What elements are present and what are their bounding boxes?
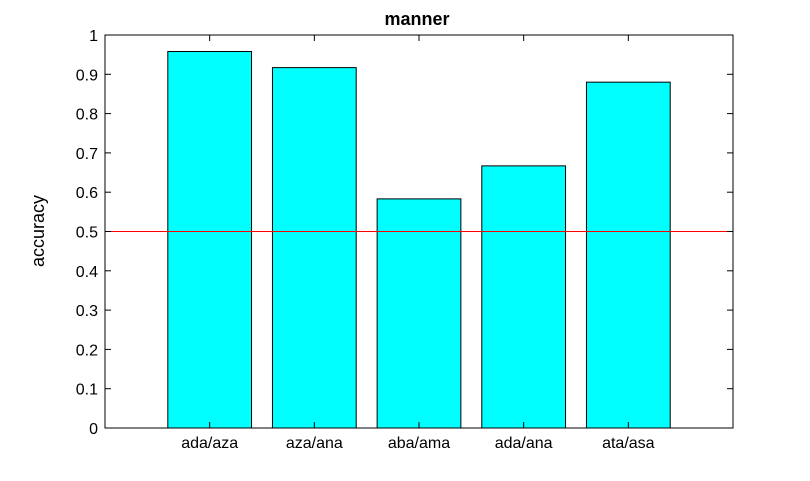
- y-axis-label: accuracy: [28, 195, 48, 267]
- bars-group: [167, 51, 671, 429]
- x-tick-label: aza/ana: [286, 435, 343, 452]
- bar-ada-ana: [481, 165, 567, 429]
- bar-ata-asa: [585, 81, 671, 429]
- bar-ada-aza: [167, 51, 253, 429]
- y-tick-label: 0.1: [76, 382, 98, 399]
- y-tick-label: 0.8: [76, 107, 98, 124]
- x-ticks-group: ada/aza aza/ana aba/ama ada/ana ata/asa: [181, 35, 655, 452]
- bar-aba-ama: [376, 198, 462, 429]
- y-tick-label: 0.9: [76, 67, 98, 84]
- chart-title: manner: [384, 9, 449, 29]
- y-tick-label: 1: [89, 28, 98, 45]
- y-tick-label: 0: [89, 421, 98, 438]
- x-tick-label: ada/ana: [495, 435, 553, 452]
- y-tick-label: 0.2: [76, 342, 98, 359]
- y-tick-label: 0.6: [76, 185, 98, 202]
- y-ticks-group: 0 0.1 0.2 0.3 0.4 0.5 0.6 0.7 0.8 0.9 1: [76, 28, 733, 438]
- y-tick-label: 0.4: [76, 264, 98, 281]
- x-tick-label: ada/aza: [181, 435, 238, 452]
- y-tick-label: 0.5: [76, 225, 98, 242]
- x-tick-label: aba/ama: [388, 435, 450, 452]
- y-tick-label: 0.3: [76, 303, 98, 320]
- x-tick-label: ata/asa: [602, 435, 655, 452]
- y-tick-label: 0.7: [76, 146, 98, 163]
- bar-aza-ana: [271, 67, 357, 429]
